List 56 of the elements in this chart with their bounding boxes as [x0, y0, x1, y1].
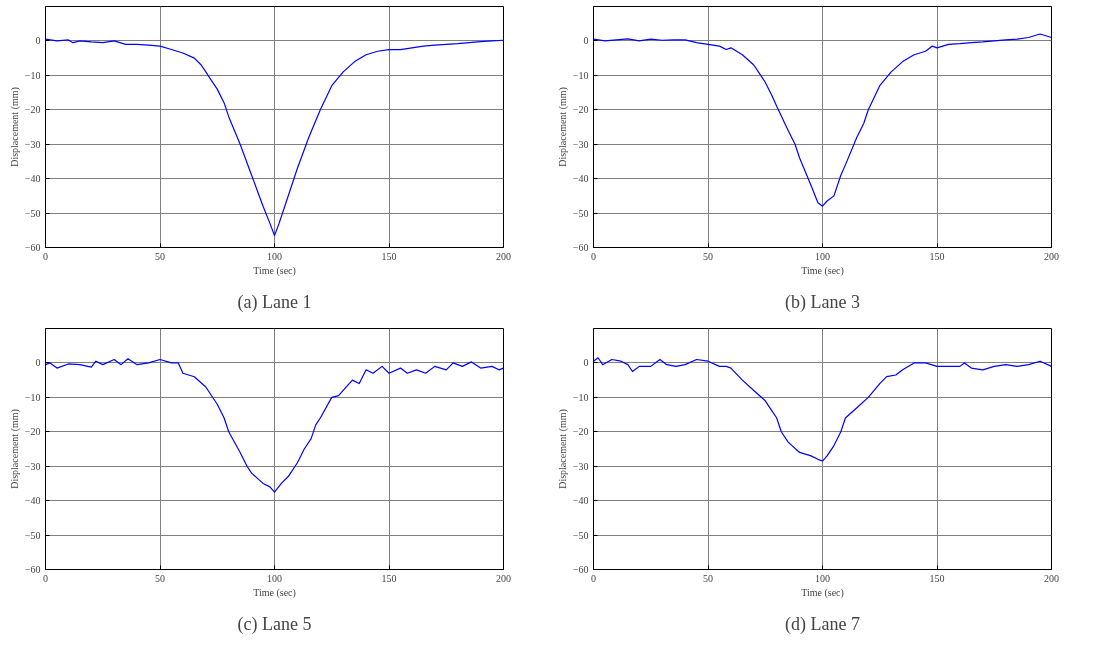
x-tick-label: 50 — [155, 250, 165, 262]
y-tick-label: −40 — [572, 173, 589, 185]
x-axis-title: Time (sec) — [253, 264, 296, 277]
y-tick-label: −60 — [572, 242, 589, 253]
x-tick-label: 150 — [381, 572, 397, 584]
text: (b) Lane 3 — [785, 291, 860, 313]
y-tick-label: −20 — [24, 104, 41, 116]
y-tick-label: −40 — [572, 495, 589, 507]
x-tick-label: 200 — [1044, 572, 1059, 584]
y-tick-label: −10 — [24, 391, 41, 403]
x-tick-label: 150 — [381, 250, 397, 262]
y-axis-title: Displacement (mm) — [8, 409, 21, 489]
y-tick-label: 0 — [583, 357, 589, 369]
y-tick-label: −40 — [24, 173, 41, 185]
y-tick-label: −20 — [24, 426, 41, 438]
y-tick-label: −30 — [24, 460, 41, 472]
x-tick-label: 100 — [267, 250, 282, 262]
x-axis-title: Time (sec) — [253, 586, 296, 599]
x-axis-title: Time (sec) — [801, 264, 844, 277]
x-tick-label: 50 — [155, 572, 165, 584]
y-tick-label: −50 — [24, 207, 41, 219]
x-tick-label: 100 — [815, 250, 830, 262]
x-tick-label: 150 — [929, 250, 945, 262]
x-tick-label: 150 — [929, 572, 945, 584]
y-tick-label: −30 — [24, 138, 41, 150]
y-tick-label: 0 — [35, 35, 41, 47]
y-tick-label: 0 — [35, 357, 41, 369]
x-tick-label: 100 — [267, 572, 282, 584]
text: (d) Lane 7 — [785, 613, 860, 635]
y-tick-label: −10 — [572, 69, 589, 81]
y-tick-label: −20 — [572, 426, 589, 438]
y-tick-label: −30 — [572, 460, 589, 472]
y-tick-label: −20 — [572, 104, 589, 116]
text: (c) Lane 5 — [237, 613, 312, 635]
x-tick-label: 100 — [815, 572, 830, 584]
y-tick-label: −50 — [572, 207, 589, 219]
y-tick-label: −60 — [572, 564, 589, 575]
x-tick-label: 200 — [496, 572, 511, 584]
y-tick-label: −50 — [572, 529, 589, 541]
x-axis-title: Time (sec) — [801, 586, 844, 599]
x-tick-label: 50 — [703, 572, 713, 584]
y-tick-label: −50 — [24, 529, 41, 541]
y-tick-label: −60 — [24, 242, 41, 253]
y-axis-title: Displacement (mm) — [556, 409, 569, 489]
x-tick-label: 200 — [1044, 250, 1059, 262]
y-tick-label: −30 — [572, 138, 589, 150]
y-tick-label: −60 — [24, 564, 41, 575]
y-axis-title: Displacement (mm) — [556, 87, 569, 167]
y-tick-label: 0 — [583, 35, 589, 47]
y-tick-label: −10 — [572, 391, 589, 403]
y-tick-label: −10 — [24, 69, 41, 81]
y-tick-label: −40 — [24, 495, 41, 507]
x-tick-label: 50 — [703, 250, 713, 262]
text: (a) Lane 1 — [237, 291, 312, 313]
y-axis-title: Displacement (mm) — [8, 87, 21, 167]
x-tick-label: 200 — [496, 250, 511, 262]
